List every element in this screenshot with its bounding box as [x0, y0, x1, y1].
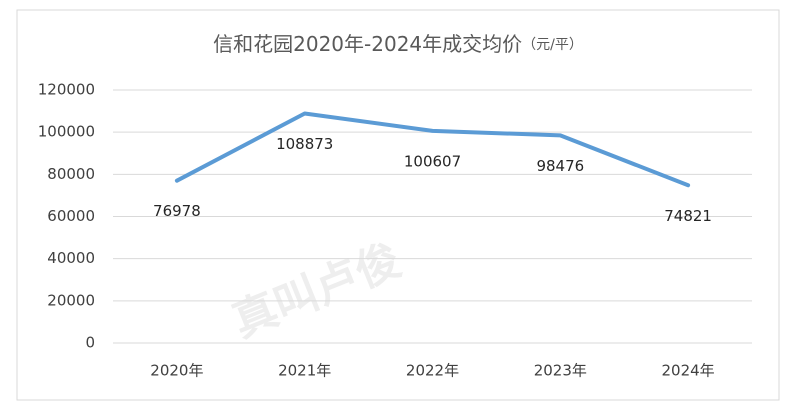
- title-unit: （元/平）: [522, 37, 583, 53]
- y-tick-label: 20000: [47, 291, 95, 309]
- y-tick-label: 40000: [47, 249, 95, 267]
- x-tick-label: 2023年: [534, 362, 587, 380]
- data-label: 76978: [153, 202, 201, 220]
- x-tick-label: 2020年: [150, 362, 203, 380]
- y-tick-label: 0: [85, 334, 95, 352]
- y-tick-label: 120000: [38, 81, 95, 99]
- x-tick-label: 2024年: [662, 362, 715, 380]
- x-tick-label: 2021年: [278, 362, 331, 380]
- chart-title: 信和花园2020年-2024年成交均价（元/平）: [213, 32, 583, 56]
- y-tick-label: 60000: [47, 207, 95, 225]
- data-label: 98476: [536, 157, 584, 175]
- data-label: 108873: [276, 135, 333, 153]
- y-tick-label: 80000: [47, 165, 95, 183]
- data-label: 100607: [404, 152, 461, 170]
- chart-frame: [16, 9, 780, 401]
- data-label: 74821: [664, 207, 712, 225]
- line: [174, 111, 691, 188]
- y-tick-label: 100000: [38, 123, 95, 141]
- x-tick-label: 2022年: [406, 362, 459, 380]
- title: 信和花园2020年-2024年成交均价: [213, 32, 522, 56]
